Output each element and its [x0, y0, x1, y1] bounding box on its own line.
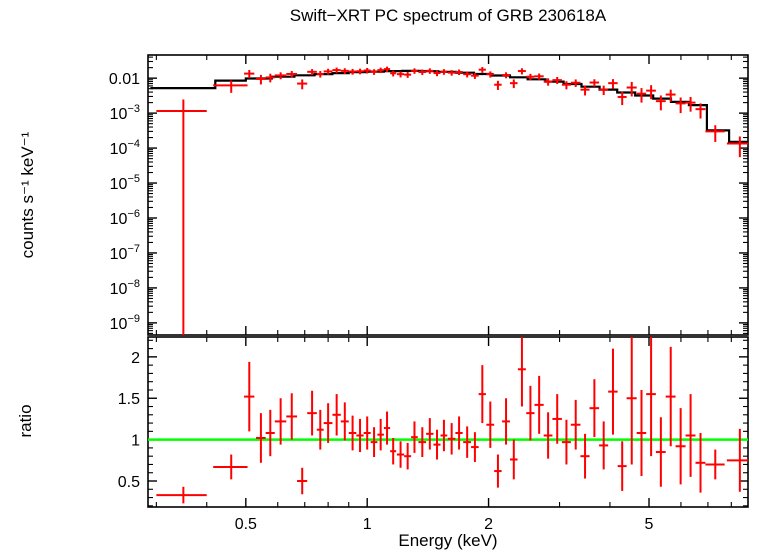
- ratio-data-points: [156, 337, 748, 504]
- spectrum-data-points: [156, 66, 748, 335]
- svg-text:2: 2: [484, 516, 493, 533]
- svg-text:1: 1: [363, 516, 372, 533]
- svg-text:0.5: 0.5: [235, 516, 257, 533]
- svg-text:0.5: 0.5: [118, 474, 140, 491]
- svg-text:10−9: 10−9: [110, 313, 140, 333]
- svg-text:2: 2: [131, 350, 140, 367]
- chart-title: Swift−XRT PC spectrum of GRB 230618A: [289, 6, 607, 25]
- x-axis-label: Energy (keV): [398, 531, 498, 550]
- svg-text:10−5: 10−5: [110, 173, 140, 193]
- svg-text:10−3: 10−3: [110, 103, 140, 123]
- svg-text:1.5: 1.5: [118, 391, 140, 408]
- svg-text:10−6: 10−6: [110, 208, 140, 228]
- spectrum-panel-border: [147, 54, 749, 336]
- svg-text:10−4: 10−4: [110, 138, 140, 158]
- axes: 0.5 1 2 5 0.01 10−3 10−4 10−5 10−6 10−7 10−8 10−9 0.…: [109, 55, 748, 533]
- svg-text:10−7: 10−7: [110, 243, 140, 263]
- ratio-panel-border: [147, 336, 749, 508]
- svg-text:0.01: 0.01: [109, 71, 140, 88]
- svg-text:5: 5: [645, 516, 654, 533]
- model-histogram: [150, 69, 748, 143]
- svg-text:10−8: 10−8: [110, 278, 140, 298]
- svg-text:1: 1: [131, 433, 140, 450]
